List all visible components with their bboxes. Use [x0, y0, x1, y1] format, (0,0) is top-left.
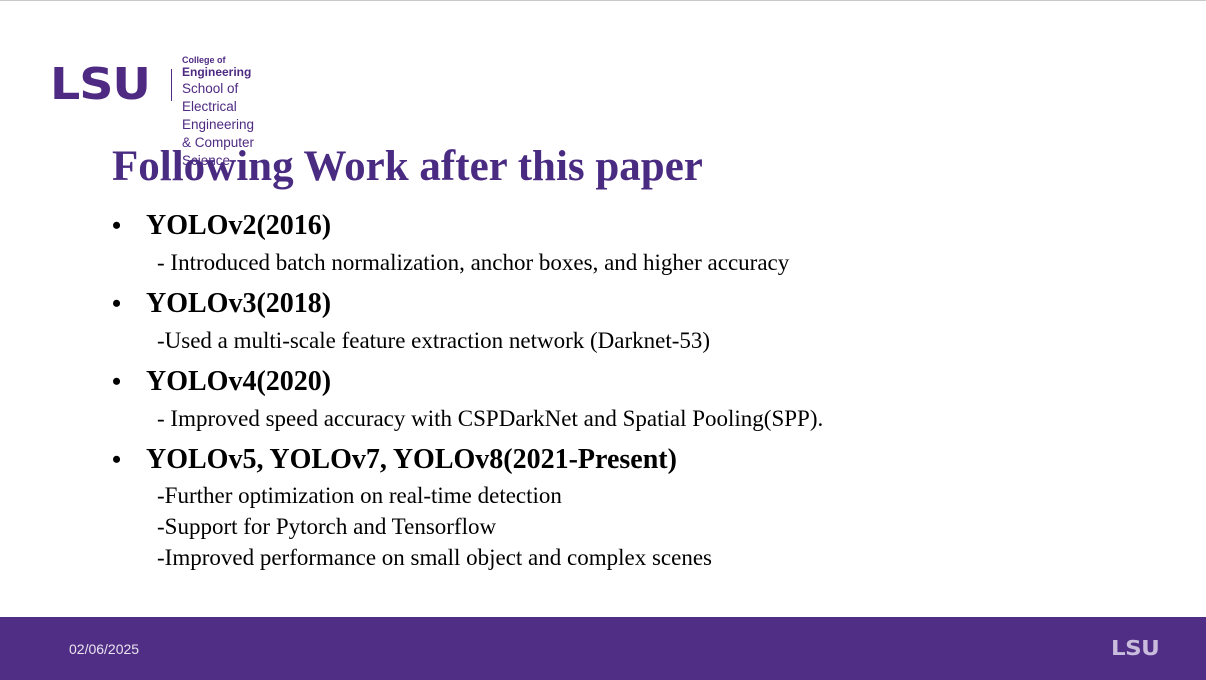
logo-text: College of Engineering School of Electri… — [182, 55, 254, 170]
list-item: • YOLOv5, YOLOv7, YOLOv8(2021-Present) -… — [112, 440, 1112, 573]
bullet-detail: -Used a multi-scale feature extraction n… — [157, 328, 711, 353]
logo-school-line2: & Computer Science — [182, 135, 255, 168]
footer-bar: 02/06/2025 LSU — [0, 617, 1206, 680]
bullet-detail: - Introduced batch normalization, anchor… — [157, 250, 790, 275]
list-item: • YOLOv2(2016) - Introduced batch normal… — [112, 206, 1112, 279]
bullet-heading-text: YOLOv3(2018) — [146, 288, 332, 319]
bullet-heading-text: YOLOv5, YOLOv7, YOLOv8(2021-Present) — [146, 444, 677, 475]
logo-divider — [171, 69, 172, 101]
bullet-heading: • YOLOv4(2020) — [112, 362, 1112, 402]
bullet-dot-icon: • — [112, 367, 122, 396]
bullet-heading-text: YOLOv2(2016) — [146, 210, 332, 241]
list-item: • YOLOv4(2020) - Improved speed accuracy… — [112, 362, 1112, 435]
logo-mark: LSU — [50, 59, 151, 110]
bullet-heading: • YOLOv5, YOLOv7, YOLOv8(2021-Present) — [112, 440, 1112, 480]
list-item: • YOLOv3(2018) -Used a multi-scale featu… — [112, 284, 1112, 357]
logo-college: College of — [182, 55, 226, 65]
bullet-dot-icon: • — [112, 211, 122, 240]
logo-school-line1: School of Electrical Engineering — [182, 81, 255, 132]
slide-title: Following Work after this paper — [112, 143, 703, 190]
bullet-heading: • YOLOv2(2016) — [112, 206, 1112, 246]
bullet-detail: - Improved speed accuracy with CSPDarkNe… — [157, 406, 824, 431]
bullet-heading: • YOLOv3(2018) — [112, 284, 1112, 324]
footer-logo: LSU — [1111, 636, 1160, 660]
bullet-detail: -Improved performance on small object an… — [157, 545, 712, 570]
bullet-list: • YOLOv2(2016) - Introduced batch normal… — [112, 206, 1112, 573]
bullet-heading-text: YOLOv4(2020) — [146, 366, 332, 397]
top-rule — [0, 0, 1206, 1]
bullet-detail: -Support for Pytorch and Tensorflow — [157, 514, 497, 539]
bullet-dot-icon: • — [112, 445, 122, 474]
bullet-detail: -Further optimization on real-time detec… — [157, 483, 562, 508]
logo-engineering: Engineering — [182, 65, 252, 79]
bullet-dot-icon: • — [112, 289, 122, 318]
footer-date: 02/06/2025 — [69, 641, 140, 657]
